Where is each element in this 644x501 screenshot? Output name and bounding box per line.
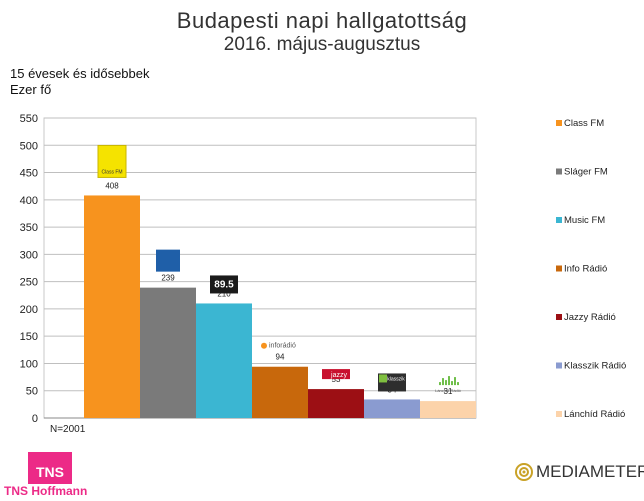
data-label: 210 bbox=[217, 289, 231, 298]
lanchid-logo-bar bbox=[445, 380, 447, 386]
class-fm-logo bbox=[97, 144, 127, 178]
legend-label: Lánchíd Rádió bbox=[564, 409, 625, 420]
y-tick-label: 550 bbox=[20, 113, 38, 125]
legend-label: Info Rádió bbox=[564, 264, 607, 275]
bar bbox=[308, 389, 364, 418]
data-label: 53 bbox=[332, 375, 341, 384]
legend-label: Class FM bbox=[564, 118, 604, 129]
legend-swatch bbox=[556, 314, 562, 320]
inforadio-logo-text: inforádió bbox=[269, 343, 296, 350]
lanchid-logo-bar bbox=[457, 382, 459, 386]
y-tick-label: 300 bbox=[20, 249, 38, 261]
legend-swatch bbox=[556, 217, 562, 223]
bar bbox=[364, 399, 420, 418]
bar bbox=[420, 401, 476, 418]
legend-swatch bbox=[556, 120, 562, 126]
lanchid-logo-bar bbox=[439, 382, 441, 386]
legend-swatch bbox=[556, 362, 562, 369]
data-label: 239 bbox=[161, 274, 175, 283]
legend-swatch bbox=[556, 265, 562, 272]
legend-label: Jazzy Rádió bbox=[564, 312, 616, 323]
music-fm-logo-text: 89.5 bbox=[214, 279, 234, 290]
y-tick-label: 400 bbox=[20, 195, 38, 207]
y-tick-label: 150 bbox=[20, 331, 38, 343]
bar bbox=[252, 366, 308, 418]
legend-label: Klasszik Rádió bbox=[564, 361, 626, 372]
sample-size-note: N=2001 bbox=[50, 424, 86, 435]
lanchid-logo-bar bbox=[448, 376, 450, 386]
bar bbox=[84, 195, 140, 418]
legend-label: Sláger FM bbox=[564, 167, 608, 178]
population-note: 15 évesek és idősebbek bbox=[10, 66, 150, 81]
y-tick-label: 50 bbox=[26, 386, 38, 398]
data-label: 408 bbox=[105, 181, 119, 190]
bar bbox=[140, 287, 196, 418]
mediameter-icon bbox=[515, 463, 533, 481]
mediameter-label: MEDIAMETER bbox=[536, 462, 644, 481]
y-tick-label: 450 bbox=[20, 168, 38, 180]
music-fm-logo bbox=[210, 275, 238, 294]
y-tick-label: 350 bbox=[20, 222, 38, 234]
data-label: 31 bbox=[444, 387, 453, 396]
chart-title: Budapesti napi hallgatottság bbox=[176, 8, 468, 33]
inforadio-logo bbox=[261, 342, 267, 349]
slager-fm-logo bbox=[156, 249, 180, 272]
legend-swatch bbox=[556, 411, 562, 417]
bar bbox=[196, 303, 252, 418]
klasszik-radio-logo-mark bbox=[379, 374, 387, 383]
lanchid-logo-bar bbox=[451, 381, 453, 386]
jazzy-radio-logo bbox=[322, 369, 350, 380]
legend-label: Music FM bbox=[564, 215, 605, 226]
lanchid-logo-bar bbox=[454, 377, 456, 386]
y-tick-label: 100 bbox=[20, 358, 38, 370]
data-label: 94 bbox=[276, 353, 285, 362]
unit-note: Ezer fő bbox=[10, 82, 52, 97]
y-tick-label: 500 bbox=[20, 140, 38, 152]
klasszik-radio-logo-text: klasszik bbox=[387, 376, 405, 382]
tns-hoffmann-label: TNS Hoffmann bbox=[4, 484, 88, 498]
jazzy-radio-logo-text: jazzy bbox=[330, 372, 347, 379]
chart-subtitle: 2016. május-augusztus bbox=[223, 34, 421, 55]
class-fm-logo-text: Class FM bbox=[101, 169, 122, 175]
y-tick-label: 200 bbox=[20, 304, 38, 316]
lanchid-radio-logo-text: Lánchíd Rádió bbox=[435, 388, 462, 393]
y-tick-label: 0 bbox=[32, 413, 38, 425]
legend-swatch bbox=[556, 168, 562, 175]
lanchid-logo-bar bbox=[442, 378, 444, 386]
tns-logo: TNS bbox=[28, 452, 72, 484]
y-tick-label: 250 bbox=[20, 277, 38, 289]
